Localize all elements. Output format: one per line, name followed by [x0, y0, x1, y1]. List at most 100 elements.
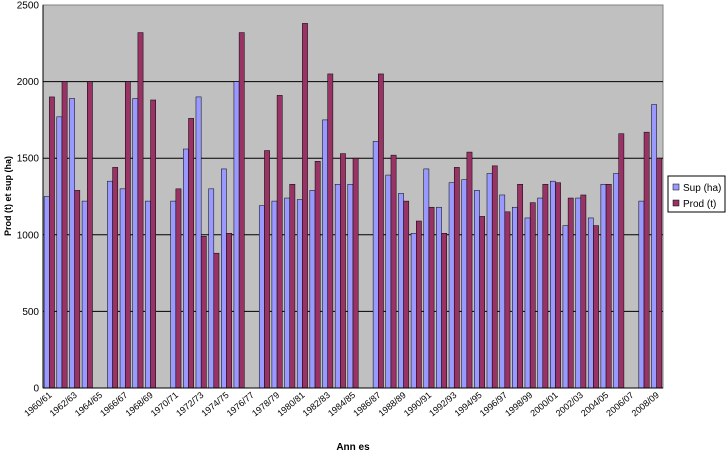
- bar-prod-2001/02: [567, 197, 574, 389]
- bar-sup-1968/69: [145, 200, 151, 389]
- bar-sup-1989/90: [410, 233, 417, 389]
- y-tick-label: 1000: [17, 230, 40, 241]
- x-tick-label: 2000/01: [528, 390, 559, 419]
- bar-prod-1986/87: [378, 73, 384, 389]
- bar-prod-1993/94: [466, 151, 473, 389]
- x-tick-label: 1984/85: [326, 390, 357, 419]
- bar-prod-1961/62: [61, 81, 68, 389]
- bar-prod-1992/93: [453, 167, 460, 389]
- y-tick-labels: 0 500 1000 1500 2000 2500: [17, 1, 40, 395]
- bar-prod-1965/66: [112, 167, 119, 389]
- bar-sup-1979/80: [284, 197, 290, 389]
- bar-prod-1963/64: [87, 81, 93, 389]
- bar-prod-1991/92: [441, 233, 448, 389]
- bar-prod-2002/03: [580, 194, 587, 389]
- bar-sup-2003/04: [587, 217, 594, 389]
- x-axis-title: Ann es: [336, 442, 370, 453]
- bar-prod-2004/05: [605, 183, 612, 389]
- bar-prod-1971/72: [188, 118, 194, 389]
- bar-prod-1997/98: [517, 183, 523, 389]
- bar-prod-1994/95: [479, 216, 485, 389]
- bar-prod-1960/61: [49, 96, 55, 389]
- bar-sup-1965/66: [107, 180, 113, 389]
- bar-sup-2001/02: [562, 225, 569, 389]
- bar-sup-1961/62: [56, 116, 63, 389]
- bar-sup-1984/85: [347, 183, 354, 389]
- bar-sup-2008/09: [651, 104, 657, 389]
- bar-prod-1995/96: [491, 165, 498, 389]
- bar-prod-1981/82: [314, 161, 321, 389]
- legend-label-sup: Sup (ha): [683, 183, 721, 194]
- x-tick-label: 2004/05: [579, 390, 610, 419]
- bar-sup-1990/91: [423, 168, 430, 389]
- bar-sup-1999/00: [537, 197, 544, 389]
- bar-sup-1978/79: [271, 200, 278, 389]
- legend-swatch-sup: [672, 183, 680, 191]
- x-tick-label: 1982/83: [301, 390, 332, 419]
- bar-prod-1973/74: [213, 252, 220, 389]
- bar-prod-1978/79: [276, 95, 283, 389]
- x-tick-label: 1968/69: [123, 390, 154, 419]
- bar-sup-1960/61: [43, 196, 50, 389]
- bars: [43, 23, 663, 389]
- x-tick-label: 2008/09: [630, 390, 661, 419]
- x-tick-label: 1964/65: [73, 390, 104, 419]
- bar-sup-1980/81: [296, 199, 303, 389]
- x-tick-label: 2002/03: [554, 390, 585, 419]
- bar-prod-1984/85: [352, 157, 359, 389]
- bar-prod-1968/69: [150, 99, 157, 389]
- x-tick-label: 1980/81: [275, 390, 306, 419]
- bar-prod-1982/83: [327, 73, 334, 389]
- bar-sup-1963/64: [81, 200, 88, 389]
- bar-prod-1967/68: [137, 32, 144, 389]
- bar-prod-1979/80: [289, 183, 296, 389]
- bar-sup-2002/03: [575, 197, 582, 389]
- bar-sup-1995/96: [486, 173, 493, 389]
- bar-sup-1966/67: [119, 188, 126, 389]
- bar-sup-1975/76: [233, 81, 240, 389]
- x-tick-label: 1974/75: [199, 390, 230, 419]
- legend: Sup (ha) Prod (t): [667, 175, 726, 213]
- x-tick-label: 1970/71: [149, 390, 180, 419]
- legend-label-prod: Prod (t): [683, 199, 716, 210]
- bar-prod-2000/01: [555, 182, 561, 389]
- bar-prod-2003/04: [593, 225, 599, 389]
- x-tick-label: 2006/07: [604, 390, 635, 419]
- bar-sup-1971/72: [183, 148, 189, 389]
- bar-prod-1989/90: [416, 220, 422, 389]
- bar-prod-1972/73: [200, 236, 207, 389]
- bar-prod-1975/76: [238, 32, 245, 389]
- bar-prod-1988/89: [403, 200, 410, 389]
- bar-sup-1988/89: [398, 193, 404, 389]
- bar-prod-2008/09: [656, 157, 663, 389]
- bar-sup-1967/68: [132, 98, 139, 389]
- bar-sup-1962/63: [69, 98, 75, 389]
- bar-sup-2004/05: [600, 183, 607, 389]
- x-tick-label: 1978/79: [250, 390, 281, 419]
- bar-sup-1972/73: [195, 96, 202, 389]
- bar-prod-1974/75: [226, 233, 232, 389]
- bar-sup-1998/99: [524, 217, 531, 389]
- bar-prod-1990/91: [428, 206, 435, 389]
- bar-prod-1983/84: [340, 153, 346, 389]
- bar-sup-2005/06: [613, 173, 619, 389]
- x-tick-labels: 1960/611962/631964/651966/671968/691970/…: [22, 390, 661, 419]
- bar-prod-1996/97: [504, 211, 511, 389]
- bar-sup-2000/01: [549, 180, 556, 389]
- x-tick-label: 1996/97: [478, 390, 509, 419]
- bar-prod-2005/06: [618, 133, 625, 389]
- x-tick-label: 1998/99: [503, 390, 534, 419]
- bar-sup-1977/78: [258, 205, 265, 389]
- bar-sup-1986/87: [372, 141, 379, 389]
- bar-sup-1993/94: [461, 179, 468, 389]
- x-tick-label: 1988/89: [377, 390, 408, 419]
- y-tick-label: 1500: [17, 154, 40, 165]
- x-tick-label: 1992/93: [427, 390, 458, 419]
- bar-sup-1970/71: [170, 200, 177, 389]
- bar-sup-1981/82: [309, 190, 316, 389]
- bar-sup-1992/93: [448, 182, 455, 389]
- bar-sup-2007/08: [638, 200, 645, 389]
- bar-prod-1970/71: [175, 188, 182, 389]
- bar-prod-1980/81: [302, 23, 308, 389]
